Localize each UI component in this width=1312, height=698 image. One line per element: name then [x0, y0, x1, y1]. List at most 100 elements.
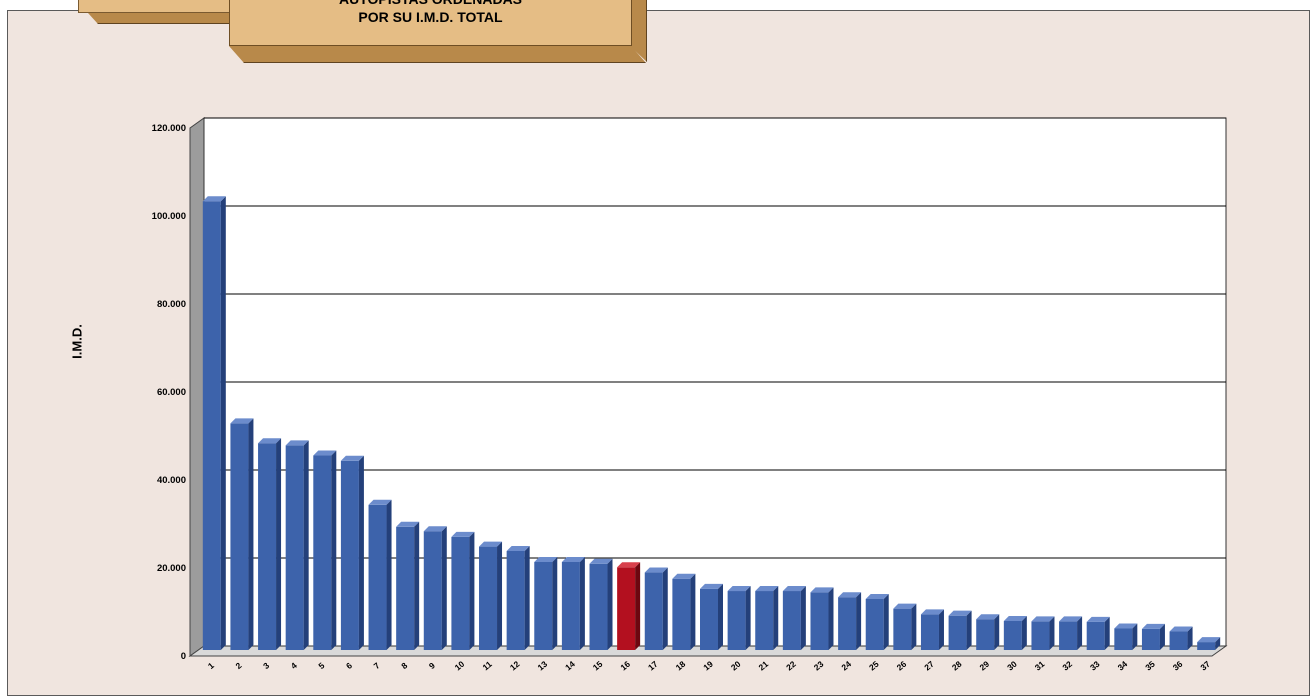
bar-front — [838, 597, 857, 650]
bar-top — [893, 603, 917, 609]
x-tick-label: 8 — [399, 660, 409, 671]
bar-top — [1197, 637, 1221, 643]
bar — [313, 450, 337, 650]
bar-front — [1059, 621, 1078, 650]
bar-top — [506, 546, 530, 551]
bar-side — [1187, 626, 1193, 650]
bar-front — [1169, 631, 1188, 650]
y-tick-label: 80.000 — [157, 299, 186, 310]
bar-top — [561, 557, 585, 562]
bar-top — [617, 562, 641, 568]
bar-top — [396, 521, 420, 527]
bar-side — [994, 614, 1000, 650]
x-tick-label: 5 — [316, 660, 326, 671]
x-tick-label: 28 — [950, 659, 964, 673]
y-tick-label: 20.000 — [157, 563, 186, 574]
bar-top — [1141, 623, 1165, 629]
x-tick-label: 37 — [1198, 659, 1212, 673]
bar-front — [368, 504, 387, 650]
bar-front — [1141, 628, 1160, 650]
x-tick-label: 27 — [922, 659, 936, 673]
bar-side — [938, 609, 944, 650]
bar-side — [1159, 623, 1165, 650]
bar — [423, 526, 447, 650]
bar-top — [589, 558, 613, 564]
bar-side — [358, 455, 364, 650]
x-tick-label: 34 — [1116, 659, 1130, 673]
bar-top — [920, 609, 944, 615]
bar-side — [386, 499, 392, 650]
x-axis-ticks: 1 2 3 4 5 6 7 8 9 10 11 12 13 14 15 16 17 18 19 20 21 22 23 24 2… — [206, 659, 1212, 673]
x-tick-label: 32 — [1060, 659, 1074, 673]
x-tick-label: 7 — [372, 660, 382, 671]
bar-side — [828, 587, 834, 650]
bar-front — [589, 563, 608, 650]
bar — [865, 593, 889, 650]
bar-top — [1059, 616, 1083, 622]
bar — [1003, 615, 1027, 650]
bar-front — [700, 588, 718, 650]
x-tick-label: 12 — [508, 659, 522, 673]
bar-side — [718, 583, 723, 650]
x-tick-label: 18 — [674, 659, 688, 673]
x-tick-label: 33 — [1088, 659, 1102, 673]
bar-side — [579, 557, 585, 650]
bar — [1169, 626, 1193, 650]
bar — [700, 583, 723, 650]
bar-front — [396, 526, 415, 650]
bar-top — [534, 557, 558, 562]
y-tick-label: 120.000 — [152, 123, 186, 134]
bar-top — [644, 567, 668, 573]
bar-top — [285, 440, 309, 446]
bar — [727, 586, 751, 650]
bar — [810, 587, 834, 650]
bar-front — [893, 608, 912, 650]
bar — [561, 557, 585, 650]
bar — [451, 531, 475, 650]
bar — [479, 541, 503, 650]
bar-side — [414, 521, 420, 650]
bar-top — [727, 586, 751, 592]
bar-top — [700, 583, 723, 589]
bar — [534, 557, 558, 650]
bar-front — [1003, 620, 1022, 650]
bar-front — [561, 562, 580, 650]
chart-title-line-2: POR SU I.M.D. TOTAL — [358, 9, 503, 25]
x-tick-label: 25 — [867, 659, 881, 673]
bar-side — [662, 567, 668, 650]
x-tick-label: 26 — [895, 659, 909, 673]
bar — [1031, 616, 1055, 650]
bar-side — [607, 558, 613, 650]
bar-top — [1114, 623, 1138, 629]
title-box-side — [631, 0, 647, 62]
bar-front — [340, 460, 359, 650]
bar-front — [202, 201, 221, 650]
bar-front — [727, 591, 746, 650]
bar-top — [258, 438, 282, 444]
bar-side — [1215, 637, 1221, 650]
x-tick-label: 23 — [812, 659, 826, 673]
title-box-bottom — [229, 46, 646, 63]
y-tick-label: 60.000 — [157, 387, 186, 398]
bar-side — [469, 531, 475, 650]
bar-side — [800, 586, 806, 650]
bar-side — [331, 450, 337, 650]
bar-front — [423, 531, 442, 650]
title-box: AUTOPISTAS ORDENADAS POR SU I.M.D. TOTAL — [229, 0, 632, 46]
bar-front — [920, 614, 939, 650]
bar-front — [1086, 621, 1105, 650]
bar-top — [1003, 615, 1027, 621]
bar-top — [782, 586, 806, 592]
bar-front — [976, 619, 995, 650]
bar-top — [976, 614, 1000, 620]
bar-front — [534, 562, 553, 650]
bar — [230, 418, 254, 650]
x-tick-label: 30 — [1005, 659, 1019, 673]
x-tick-label: 19 — [701, 659, 715, 673]
bar-top — [202, 196, 226, 202]
bar-side — [552, 557, 558, 650]
bar-top — [948, 610, 972, 616]
x-tick-label: 10 — [453, 659, 467, 673]
bar — [920, 609, 944, 650]
bar-side — [635, 562, 641, 650]
